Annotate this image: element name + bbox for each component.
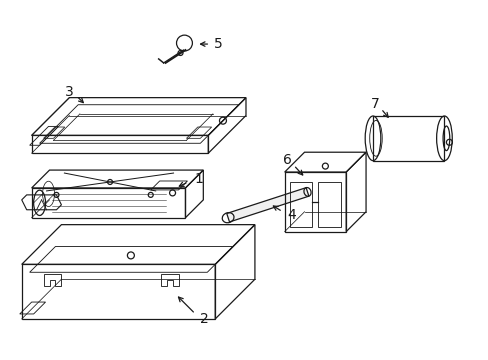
Text: 4: 4 [287, 208, 296, 222]
Text: 5: 5 [214, 37, 223, 51]
Text: 2: 2 [200, 312, 209, 326]
Polygon shape [226, 188, 308, 222]
Text: 6: 6 [283, 153, 291, 167]
Text: 7: 7 [370, 96, 379, 111]
Text: 1: 1 [194, 172, 203, 186]
Text: 3: 3 [65, 85, 74, 99]
